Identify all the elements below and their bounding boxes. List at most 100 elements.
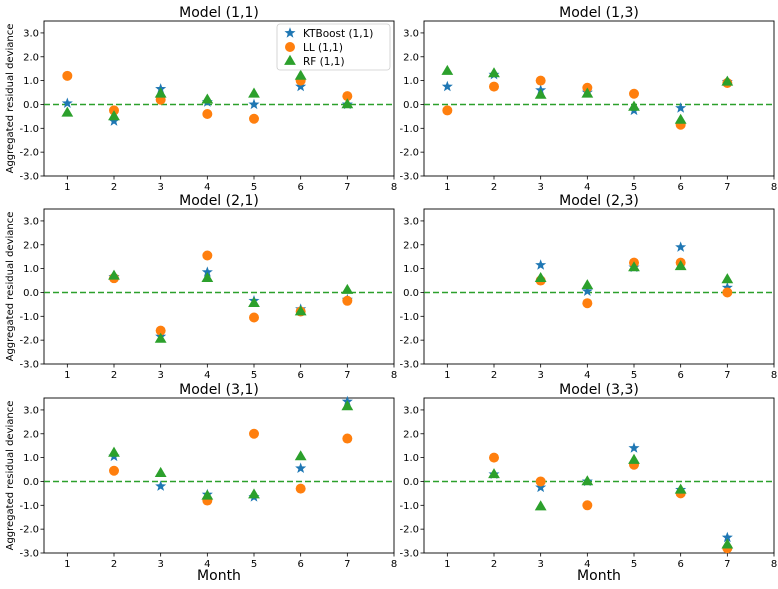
data-point-triangle <box>674 260 687 271</box>
legend-box <box>276 23 391 71</box>
y-tick-label: -2.0 <box>399 336 419 347</box>
y-tick-label: -2.0 <box>19 148 39 159</box>
y-tick-label: -3.0 <box>19 360 39 371</box>
y-tick-label: 2.0 <box>23 52 39 63</box>
y-tick-label: -3.0 <box>19 549 39 560</box>
data-point-star <box>61 97 73 108</box>
data-point-circle <box>155 325 166 336</box>
data-point-star <box>201 266 213 277</box>
data-point-triangle <box>441 64 454 75</box>
y-tick-label: -3.0 <box>399 360 419 371</box>
x-tick-label: 4 <box>204 559 210 570</box>
x-tick-label: 4 <box>584 559 590 570</box>
x-tick-label: 2 <box>111 370 117 381</box>
x-tick-label: 6 <box>297 370 303 381</box>
data-point-star <box>721 531 733 543</box>
x-tick-label: 7 <box>724 559 730 570</box>
data-point-triangle <box>341 283 354 294</box>
x-tick-label: 3 <box>537 182 543 193</box>
y-tick-label: 0.0 <box>403 477 419 488</box>
data-point-star <box>581 285 593 296</box>
x-tick-label: 8 <box>771 370 777 381</box>
y-tick-label: 1.0 <box>23 453 39 464</box>
x-tick-label: 3 <box>157 559 163 570</box>
data-point-circle <box>535 476 546 487</box>
y-tick-label: 3.0 <box>23 216 39 227</box>
panel-3: Model (2,1) 1 2 3 4 5 6 7 8 -3.0 -2.0 -1.0 0.0 1.0 2.0… <box>5 193 397 381</box>
data-point-triangle <box>581 279 594 290</box>
x-tick-label: 2 <box>111 559 117 570</box>
data-point-triangle <box>248 488 260 499</box>
x-tick-label: 3 <box>537 370 543 381</box>
x-tick-label: 8 <box>391 182 397 193</box>
series-triangle <box>441 64 734 124</box>
x-tick-label: 1 <box>64 182 70 193</box>
data-point-triangle <box>154 466 167 477</box>
x-tick-label: 7 <box>344 370 350 381</box>
y-tick-label: -3.0 <box>399 549 419 560</box>
series-triangle <box>488 453 734 549</box>
data-point-circle <box>249 312 259 323</box>
data-point-star <box>248 98 260 110</box>
x-tick-label: 6 <box>677 182 683 193</box>
data-point-circle <box>442 105 453 116</box>
plot-area <box>423 20 775 177</box>
y-tick-label: 0.0 <box>23 477 39 488</box>
data-point-circle <box>109 465 119 476</box>
data-point-triangle <box>108 269 120 280</box>
data-point-circle <box>249 428 259 439</box>
data-point-star <box>628 442 640 453</box>
y-tick-label: 0.0 <box>403 100 419 111</box>
y-tick-label: -1.0 <box>19 124 39 135</box>
data-point-star <box>535 481 547 493</box>
data-point-circle <box>342 295 353 306</box>
data-point-circle <box>489 81 499 92</box>
data-point-star <box>721 281 733 293</box>
plot-area <box>423 397 775 554</box>
y-tick-label: 1.0 <box>23 264 39 275</box>
x-tick-label: 7 <box>344 559 350 570</box>
y-tick-label: -3.0 <box>399 172 419 183</box>
y-tick-label: -3.0 <box>19 172 39 183</box>
y-tick-label: 3.0 <box>23 28 39 39</box>
x-tick-label: 5 <box>631 370 637 381</box>
y-tick-label: 3.0 <box>403 216 419 227</box>
data-point-circle <box>722 287 733 298</box>
y-tick-label: 2.0 <box>23 429 39 440</box>
x-tick-label: 5 <box>631 559 637 570</box>
data-point-triangle <box>628 261 640 272</box>
panel-5: Model (3,1) 1 2 3 4 5 6 7 8 -3.0 -2.0 -1.0 0.0 1.0 2.0… <box>5 382 397 584</box>
x-tick-label: 5 <box>631 182 637 193</box>
data-point-circle <box>342 91 353 102</box>
data-point-triangle <box>201 489 214 500</box>
x-tick-label: 5 <box>251 370 257 381</box>
x-tick-label: 2 <box>491 370 497 381</box>
data-point-triangle <box>294 305 307 316</box>
y-tick-label: 3.0 <box>403 405 419 416</box>
x-tick-label: 3 <box>537 559 543 570</box>
data-point-star <box>295 462 307 474</box>
data-point-triangle <box>108 446 120 457</box>
y-tick-label: -2.0 <box>399 525 419 536</box>
data-point-triangle <box>534 500 547 511</box>
x-tick-label: 6 <box>297 559 303 570</box>
data-point-triangle <box>534 88 547 99</box>
x-tick-label: 2 <box>111 182 117 193</box>
panel-title: Model (2,1) <box>179 193 259 209</box>
panel-title: Model (3,3) <box>559 382 639 398</box>
legend-label: KTBoost (1,1) <box>303 28 373 40</box>
x-tick-label: 8 <box>771 559 777 570</box>
plot-area <box>423 208 775 365</box>
y-tick-label: -1.0 <box>399 501 419 512</box>
y-tick-label: -1.0 <box>399 312 419 323</box>
x-tick-label: 4 <box>204 370 210 381</box>
x-tick-label: 1 <box>64 370 70 381</box>
data-point-triangle <box>488 468 500 479</box>
x-tick-label: 8 <box>391 559 397 570</box>
y-tick-label: 0.0 <box>23 100 39 111</box>
data-point-circle <box>342 433 353 444</box>
data-point-triangle <box>294 450 307 461</box>
x-tick-label: 7 <box>724 370 730 381</box>
data-point-triangle <box>341 400 354 411</box>
